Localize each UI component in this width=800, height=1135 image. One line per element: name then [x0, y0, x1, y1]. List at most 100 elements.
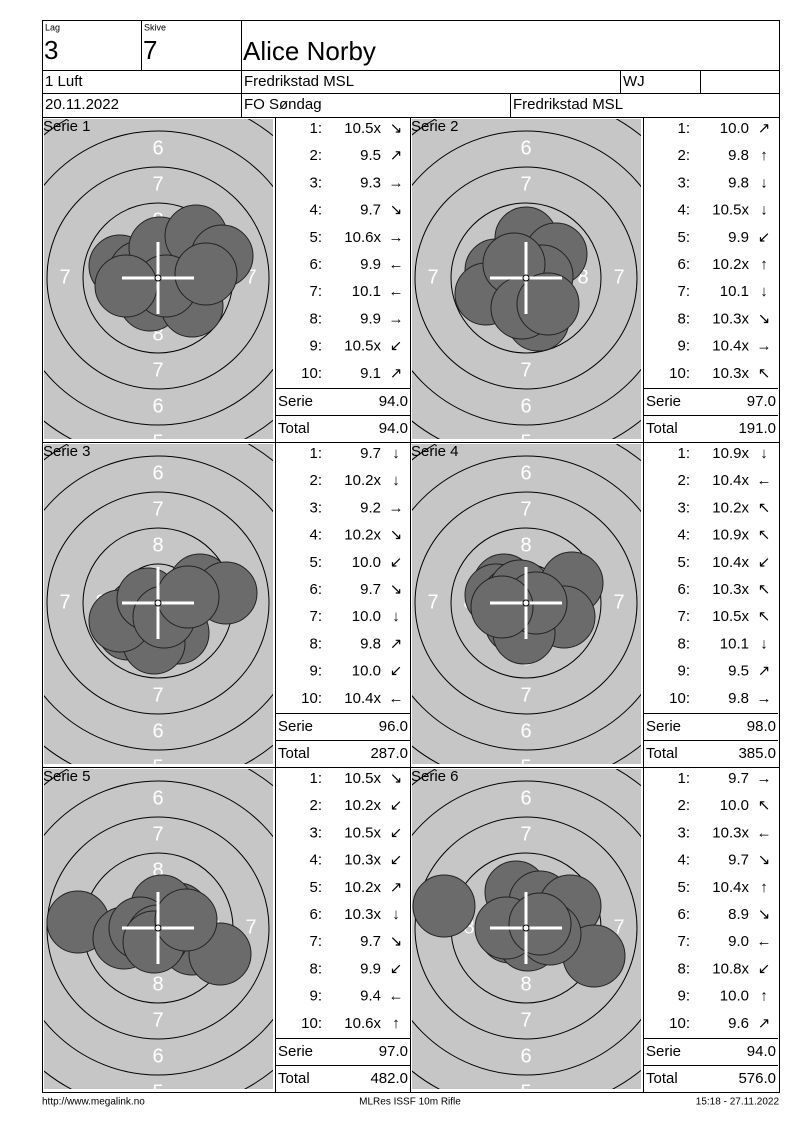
- shot-hole: [412, 874, 476, 938]
- total-score: 576.0: [738, 1070, 776, 1087]
- shot-score: 9.9: [360, 256, 381, 273]
- ring-label: 7: [520, 823, 531, 845]
- ring-label: 7: [59, 266, 70, 288]
- shot-score: 10.9x: [712, 445, 749, 462]
- ring-label: 7: [520, 173, 531, 195]
- shot-score: 9.7: [728, 852, 749, 869]
- shot-number: 6:: [309, 256, 322, 273]
- shot-direction: ↑: [760, 256, 768, 273]
- shot-score: 9.7: [360, 202, 381, 219]
- ring-label: 7: [520, 498, 531, 520]
- ring-label: 5: [152, 756, 163, 778]
- footer-right: 15:18 - 27.11.2022: [696, 1097, 780, 1108]
- shot-direction: →: [389, 499, 404, 516]
- ring: [414, 166, 638, 390]
- ring-label: 6: [152, 395, 163, 417]
- shot-number: 1:: [309, 445, 322, 462]
- target: 888877776655: [412, 751, 641, 1089]
- total-label: Total: [646, 745, 678, 762]
- venue: Fredrikstad MSL: [513, 96, 623, 113]
- shot-score: 8.9: [728, 906, 749, 923]
- ring-label: 5: [520, 431, 531, 453]
- serie-score: 94.0: [747, 1043, 776, 1060]
- shot-number: 7:: [309, 283, 322, 300]
- shot-score: 9.8: [728, 690, 749, 707]
- shot-number: 1:: [677, 445, 690, 462]
- shot-direction: ↘: [758, 906, 771, 923]
- shot-direction: ↗: [390, 635, 403, 652]
- ring: [414, 491, 638, 715]
- ring-label: 7: [245, 916, 256, 938]
- shot-hole: [94, 254, 158, 318]
- total-score: 385.0: [738, 745, 776, 762]
- shot-number: 5:: [309, 554, 322, 571]
- shot-hole: [174, 242, 238, 306]
- ring-label: 5: [520, 751, 531, 773]
- lag: 3: [44, 35, 58, 65]
- shot-score: 10.2x: [344, 527, 381, 544]
- series-block: 888877776655Serie 51:10.5x↘2:10.2x↙3:10.…: [42, 767, 410, 1092]
- ring-label: 5: [152, 101, 163, 123]
- shot-number: 6:: [309, 906, 322, 923]
- shot-direction: ↑: [760, 879, 768, 896]
- ring: [46, 491, 270, 715]
- shot-direction: ↗: [758, 120, 771, 137]
- shot-score: 10.3x: [712, 581, 749, 598]
- ring-label: 6: [152, 787, 163, 809]
- shot-number: 8:: [309, 310, 322, 327]
- shot-direction: ↗: [390, 365, 403, 382]
- ring-label: 6: [152, 1045, 163, 1067]
- shot-score: 9.7: [360, 445, 381, 462]
- serie-label: Serie: [646, 718, 681, 735]
- shot-hole: [516, 272, 580, 336]
- ring: [44, 455, 273, 751]
- shot-number: 6:: [677, 906, 690, 923]
- ring-label: 7: [613, 266, 624, 288]
- shot-direction: ↓: [392, 445, 400, 462]
- shot-direction: ↓: [392, 608, 400, 625]
- shot-score: 10.8x: [712, 960, 749, 977]
- shot-direction: ↘: [390, 770, 403, 787]
- shot-number: 6:: [677, 581, 690, 598]
- shot-hole: [154, 888, 218, 952]
- shot-number: 5:: [677, 229, 690, 246]
- serie-score: 96.0: [379, 718, 408, 735]
- shot-direction: ↙: [758, 554, 771, 571]
- series-block: 888877776655Serie 21:10.0↗2:9.8↑3:9.8↓4:…: [42, 117, 780, 453]
- series-title: Serie 1: [43, 118, 91, 135]
- shot-score: 10.3x: [712, 365, 749, 382]
- target: 888877776655: [412, 119, 641, 453]
- shot-score: 10.2x: [344, 797, 381, 814]
- shot-number: 4:: [309, 852, 322, 869]
- shot-hole: [470, 575, 534, 639]
- shot-score: 9.3: [360, 174, 381, 191]
- class: 1 Luft: [45, 73, 83, 90]
- shot-number: 10:: [669, 1015, 690, 1032]
- shot-number: 7:: [677, 608, 690, 625]
- total-label: Total: [646, 420, 678, 437]
- ring: [414, 816, 638, 1040]
- ring: [412, 455, 641, 751]
- total-label: Total: [278, 745, 310, 762]
- ring-label: 8: [520, 534, 531, 556]
- shot-score: 10.4x: [712, 554, 749, 571]
- ring-label: 7: [613, 916, 624, 938]
- ring-label: 6: [520, 1045, 531, 1067]
- shot-score: 10.2x: [344, 879, 381, 896]
- shot-number: 1:: [309, 120, 322, 137]
- shot-score: 10.5x: [344, 120, 381, 137]
- shot-score: 10.5x: [712, 608, 749, 625]
- shot-number: 2:: [309, 472, 322, 489]
- shot-number: 7:: [309, 933, 322, 950]
- shot-score: 9.4: [360, 988, 381, 1005]
- shot-score: 10.0: [352, 554, 381, 571]
- shot-direction: ↙: [390, 663, 403, 680]
- shot-direction: ←: [389, 690, 404, 707]
- shot-score: 10.9x: [712, 527, 749, 544]
- shot-score: 10.0: [720, 120, 749, 137]
- shot-number: 8:: [677, 635, 690, 652]
- ring-label: 7: [152, 359, 163, 381]
- ring-label: 7: [152, 173, 163, 195]
- shot-score: 10.5x: [344, 770, 381, 787]
- shot-direction: ↘: [758, 852, 771, 869]
